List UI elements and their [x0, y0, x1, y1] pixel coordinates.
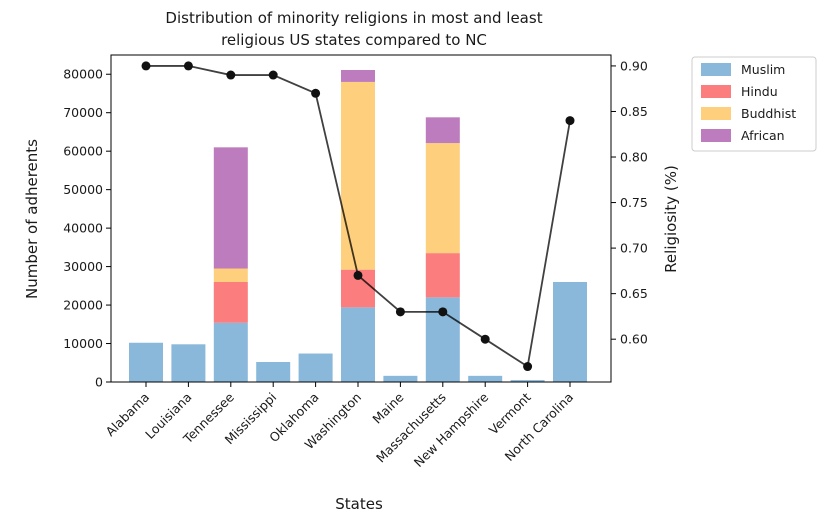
religiosity-point-vermont [523, 362, 533, 372]
y-tick-label: 60000 [63, 144, 103, 159]
y-tick-label: 30000 [63, 259, 103, 274]
y2-tick-label: 0.65 [620, 286, 648, 301]
religiosity-point-louisiana [183, 61, 193, 71]
bar-muslim-washington [341, 307, 375, 382]
bar-buddhist-massachusetts [425, 143, 460, 254]
plot-area [129, 61, 587, 382]
y2-tick-label: 0.85 [620, 104, 648, 119]
x-axis-title: States [335, 495, 383, 513]
x-tick-label: New Hampshire [411, 389, 492, 470]
bar-muslim-vermont [510, 380, 545, 382]
y2-tick-label: 0.70 [620, 241, 648, 256]
bar-muslim-north-carolina [553, 281, 587, 382]
legend-swatch-hindu [701, 85, 731, 98]
religiosity-point-new-hampshire [480, 334, 490, 344]
bar-muslim-tennessee [213, 322, 248, 382]
chart-title-line-1: Distribution of minority religions in mo… [165, 9, 542, 27]
x-tick-label: Maine [369, 389, 406, 426]
y2-tick-label: 0.75 [620, 195, 648, 210]
y-tick-label: 50000 [63, 182, 103, 197]
legend-label-buddhist: Buddhist [741, 106, 796, 121]
bar-buddhist-washington [341, 81, 375, 270]
y-tick-label: 10000 [63, 336, 103, 351]
y2-axis-title: Religiosity (%) [662, 165, 680, 273]
legend-swatch-buddhist [701, 107, 731, 120]
bar-african-massachusetts [425, 117, 460, 144]
religiosity-point-north-carolina [565, 116, 575, 126]
religiosity-point-massachusetts [438, 307, 448, 317]
bar-muslim-new-hampshire [468, 375, 503, 382]
legend-box [691, 56, 817, 152]
religiosity-point-oklahoma [311, 88, 321, 98]
bar-african-tennessee [213, 147, 248, 269]
y-tick-label: 70000 [63, 105, 103, 120]
legend-swatch-muslim [701, 63, 731, 76]
y2-tick-label: 0.90 [620, 58, 648, 73]
legend-swatch-african [701, 129, 731, 142]
bar-muslim-oklahoma [298, 353, 333, 382]
y-tick-label: 0 [95, 375, 103, 390]
y2-tick-label: 0.60 [620, 332, 648, 347]
bar-muslim-alabama [129, 342, 163, 382]
chart-title-line-2: religious US states compared to NC [221, 31, 487, 49]
y-tick-label: 20000 [63, 298, 103, 313]
religiosity-point-tennessee [226, 70, 236, 80]
bar-hindu-tennessee [213, 281, 248, 323]
bar-african-washington [341, 70, 375, 82]
y-axis-title: Number of adherents [23, 139, 41, 299]
legend: Muslim Hindu Buddhist African [691, 56, 817, 152]
bar-muslim-louisiana [171, 344, 206, 382]
religiosity-point-alabama [141, 61, 151, 71]
y-tick-label: 40000 [63, 221, 103, 236]
religiosity-point-mississippi [268, 70, 278, 80]
bar-buddhist-tennessee [213, 268, 248, 282]
legend-label-hindu: Hindu [741, 84, 778, 99]
religiosity-point-maine [395, 307, 405, 317]
y2-tick-label: 0.80 [620, 150, 648, 165]
legend-label-muslim: Muslim [741, 62, 785, 77]
plot-frame [110, 54, 612, 383]
religiosity-point-washington [353, 270, 363, 280]
bar-muslim-maine [383, 375, 418, 382]
y-tick-label: 80000 [63, 67, 103, 82]
bar-muslim-mississippi [256, 361, 291, 382]
bar-hindu-massachusetts [425, 253, 460, 298]
legend-label-african: African [741, 128, 785, 143]
